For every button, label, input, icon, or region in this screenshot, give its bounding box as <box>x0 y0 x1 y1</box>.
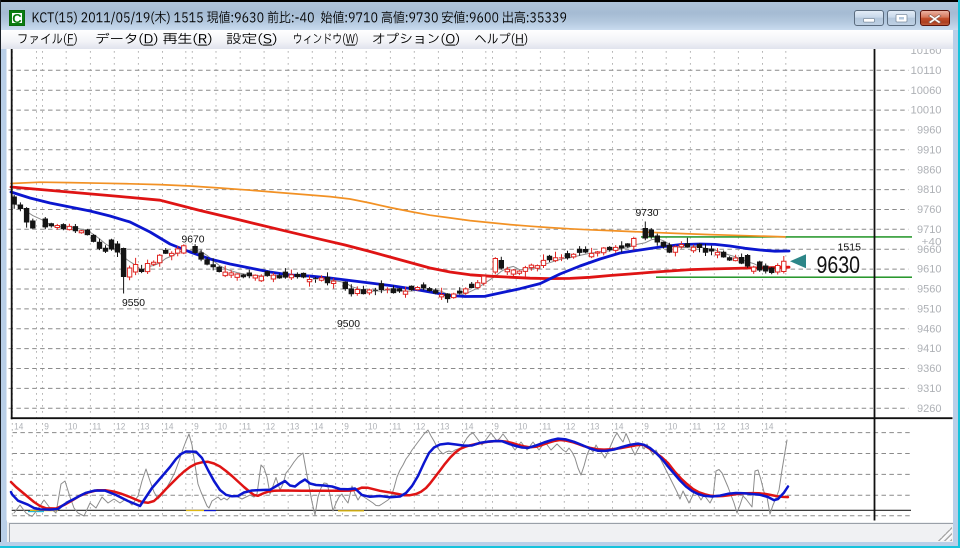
svg-text:12: 12 <box>416 421 425 432</box>
svg-text:9510: 9510 <box>917 303 942 315</box>
svg-text:14: 14 <box>614 421 623 432</box>
svg-text:11: 11 <box>92 421 101 432</box>
svg-text:9: 9 <box>494 421 499 432</box>
svg-text:13: 13 <box>290 421 299 432</box>
svg-text:9860: 9860 <box>917 164 942 176</box>
svg-text:13: 13 <box>590 421 599 432</box>
svg-text:9660: 9660 <box>917 244 942 256</box>
svg-text:+40: +40 <box>922 236 942 248</box>
svg-text:13: 13 <box>440 421 449 432</box>
svg-text:9310: 9310 <box>917 383 942 395</box>
svg-text:9630: 9630 <box>817 252 861 279</box>
svg-text:9730: 9730 <box>636 207 659 219</box>
svg-text:10: 10 <box>668 421 677 432</box>
svg-text:9760: 9760 <box>917 204 942 216</box>
svg-text:9910: 9910 <box>917 144 942 156</box>
svg-text:9500: 9500 <box>337 318 360 330</box>
svg-text:9410: 9410 <box>917 343 942 355</box>
svg-text:12: 12 <box>116 421 125 432</box>
svg-text:9: 9 <box>344 421 349 432</box>
svg-text:9: 9 <box>644 421 649 432</box>
svg-text:1515: 1515 <box>838 243 862 254</box>
svg-text:10110: 10110 <box>911 65 942 77</box>
svg-text:9550: 9550 <box>122 297 145 309</box>
svg-text:13: 13 <box>140 421 149 432</box>
svg-text:14: 14 <box>764 421 773 432</box>
svg-text:9610: 9610 <box>917 264 942 276</box>
svg-text:9260: 9260 <box>917 403 942 415</box>
svg-text:9360: 9360 <box>917 363 942 375</box>
svg-text:10: 10 <box>518 421 527 432</box>
svg-text:11: 11 <box>242 421 251 432</box>
svg-text:9960: 9960 <box>917 125 942 137</box>
svg-text:12: 12 <box>716 421 725 432</box>
svg-text:10010: 10010 <box>911 105 942 117</box>
svg-text:10: 10 <box>218 421 227 432</box>
svg-text:9: 9 <box>44 421 49 432</box>
svg-text:14: 14 <box>314 421 323 432</box>
svg-text:10: 10 <box>368 421 377 432</box>
svg-text:11: 11 <box>692 421 701 432</box>
svg-text:9670: 9670 <box>182 233 205 245</box>
svg-text:9460: 9460 <box>917 323 942 335</box>
svg-text:9810: 9810 <box>917 184 942 196</box>
svg-text:10060: 10060 <box>911 85 942 97</box>
svg-text:13: 13 <box>740 421 749 432</box>
svg-text:11: 11 <box>542 421 551 432</box>
svg-text:12: 12 <box>266 421 275 432</box>
svg-text:9: 9 <box>194 421 199 432</box>
svg-text:10160: 10160 <box>911 45 942 57</box>
svg-text:14: 14 <box>164 421 173 432</box>
svg-text:10: 10 <box>68 421 77 432</box>
svg-text:14: 14 <box>14 421 23 432</box>
svg-text:12: 12 <box>566 421 575 432</box>
svg-text:11: 11 <box>392 421 401 432</box>
svg-text:9710: 9710 <box>917 224 942 236</box>
svg-text:14: 14 <box>464 421 473 432</box>
svg-text:9560: 9560 <box>917 284 942 296</box>
